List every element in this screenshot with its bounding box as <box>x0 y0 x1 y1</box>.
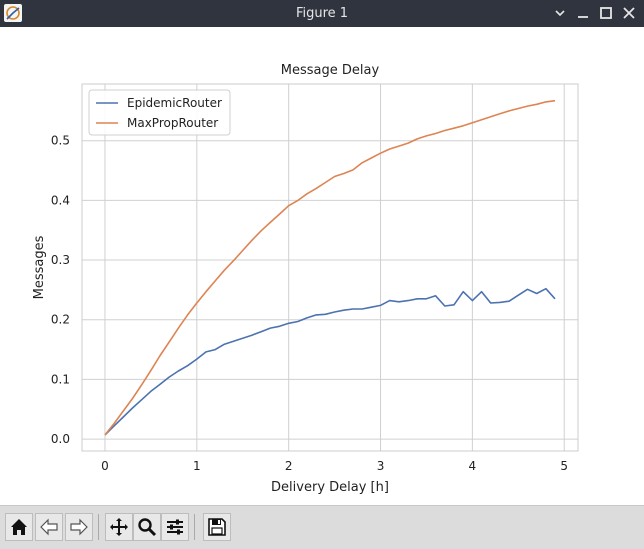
matplotlib-app-icon <box>4 4 22 22</box>
forward-icon <box>70 518 88 536</box>
toolbar-separator <box>98 514 99 540</box>
chevron-down-icon[interactable] <box>551 4 569 22</box>
zoom-icon <box>138 518 157 537</box>
figure-canvas[interactable]: 0 1 2 3 4 5 0.0 0.1 0.2 0.3 0.4 0.5 Message Delay Del… <box>0 27 644 505</box>
back-icon <box>40 518 58 536</box>
configure-subplots-icon <box>167 519 183 535</box>
x-tick-label: 3 <box>377 459 385 473</box>
legend-entry: EpidemicRouter <box>127 96 222 110</box>
x-axis-label: Delivery Delay [h] <box>271 480 389 495</box>
pan-icon <box>110 518 128 536</box>
close-icon[interactable] <box>620 4 638 22</box>
x-tick-label: 1 <box>193 459 201 473</box>
series-line-epidemicrouter <box>104 287 556 436</box>
toolbar-separator <box>194 514 195 540</box>
axes-frame <box>81 83 579 452</box>
back-button[interactable] <box>35 513 63 541</box>
home-icon <box>11 519 27 535</box>
forward-button[interactable] <box>65 513 93 541</box>
save-button[interactable] <box>203 513 231 541</box>
legend-entry: MaxPropRouter <box>127 116 218 130</box>
x-tick-label: 0 <box>101 459 109 473</box>
pan-button[interactable] <box>105 513 133 541</box>
x-tick-label: 4 <box>469 459 477 473</box>
x-tick-label: 5 <box>560 459 568 473</box>
window-titlebar: Figure 1 <box>0 0 644 27</box>
x-tick-label: 2 <box>285 459 293 473</box>
configure-subplots-button[interactable] <box>161 513 189 541</box>
y-tick-label: 0.1 <box>51 372 70 386</box>
y-tick-label: 0.0 <box>51 432 70 446</box>
legend: EpidemicRouter MaxPropRouter <box>88 89 231 136</box>
legend-box <box>88 89 231 136</box>
home-button[interactable] <box>5 513 33 541</box>
minimize-icon[interactable] <box>574 4 592 22</box>
y-tick-label: 0.4 <box>51 193 70 207</box>
y-tick-label: 0.3 <box>51 253 70 267</box>
window-title: Figure 1 <box>295 6 349 21</box>
zoom-button[interactable] <box>133 513 161 541</box>
y-axis-label: Messages <box>32 235 47 299</box>
plot-background <box>82 84 578 451</box>
save-icon <box>208 518 226 536</box>
y-tick-label: 0.2 <box>51 313 70 327</box>
chart-svg: 0 1 2 3 4 5 0.0 0.1 0.2 0.3 0.4 0.5 Message Delay Del… <box>32 63 579 495</box>
y-tick-label: 0.5 <box>51 134 70 148</box>
maximize-icon[interactable] <box>597 4 615 22</box>
chart-title: Message Delay <box>281 63 380 78</box>
navigation-toolbar <box>0 505 644 549</box>
series-line-maxproprouter <box>104 99 556 436</box>
